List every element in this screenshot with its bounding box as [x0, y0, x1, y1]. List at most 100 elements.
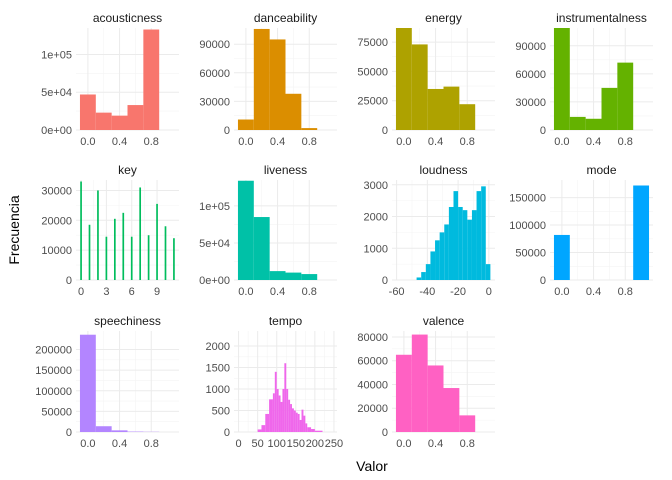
panel-title-liveness: liveness [264, 163, 307, 177]
panel-title-energy: energy [425, 11, 462, 25]
x-tick-label: 0.4 [112, 438, 127, 450]
histogram-bar [79, 334, 96, 432]
histogram-bar [282, 389, 285, 432]
histogram-bar [301, 409, 304, 432]
histogram-bar [459, 104, 476, 130]
histogram-bar [111, 115, 128, 130]
panel-liveness: liveness 0.0 0.4 0.8 0e+00 5e+04 1e+05 [199, 163, 337, 298]
panel-energy: energy 0.0 0.4 0.8 0 25000 50000 75000 [357, 11, 495, 148]
x-tick-label: 0.0 [80, 136, 95, 148]
bars-mode [553, 185, 650, 280]
histogram-bar [293, 410, 296, 432]
bars-acousticness [79, 29, 160, 131]
y-tick-label: 0 [224, 125, 230, 137]
y-tick-label: 0 [382, 125, 388, 137]
y-axis-title: Frecuencia [6, 195, 22, 264]
y-tick-label: 90000 [515, 41, 546, 53]
y-tick-label: 0e+00 [41, 125, 72, 137]
panel-tempo: tempo 0 50 100 150 200 250 0 500 1000 1500 2000 [206, 314, 344, 450]
y-tick-label: 0 [540, 125, 546, 137]
y-tick-label: 500 [212, 406, 230, 418]
y-tick-label: 100000 [509, 220, 546, 232]
y-tick-label: 80000 [357, 332, 388, 344]
histogram-bar [79, 94, 96, 130]
histogram-bar [481, 186, 486, 280]
histogram-bar [113, 218, 116, 280]
histogram-bar [253, 28, 270, 131]
x-tick-label: 0.8 [302, 136, 317, 148]
histogram-bar [269, 39, 286, 130]
y-tick-label: 3000 [364, 180, 388, 192]
histogram-bar [462, 210, 468, 280]
y-tick-label: 60000 [199, 68, 230, 80]
x-tick-label: 0.8 [618, 286, 633, 298]
x-tick-label: 0.0 [396, 136, 411, 148]
x-tick-label: 0.4 [270, 136, 285, 148]
y-tick-label: 50000 [357, 66, 388, 78]
panel-title-speechiness: speechiness [94, 314, 161, 328]
y-tick-label: 150000 [35, 365, 72, 377]
panel-title-acousticness: acousticness [93, 11, 162, 25]
histogram-bar [105, 236, 108, 280]
y-tick-label: 0 [66, 427, 72, 439]
histogram-bar [471, 210, 477, 280]
panel-loudness: loudness -60 -40 -20 0 0 1000 2000 3000 [364, 163, 495, 298]
x-tick-label: 0.0 [554, 286, 569, 298]
histogram-bar [285, 272, 302, 280]
x-tick-label: 0.8 [302, 286, 317, 298]
panel-instrumentalness: instrumentalness 0.0 0.4 0.8 0 30000 60000 9000… [515, 11, 653, 148]
histogram-bar [143, 29, 160, 131]
histogram-bar [290, 404, 292, 432]
histogram-bar [291, 408, 294, 432]
histogram-bar [269, 399, 273, 432]
gridlines-key [76, 180, 179, 281]
histogram-bar [147, 235, 150, 280]
bars-key [80, 181, 175, 280]
x-tick-label: 0.8 [144, 136, 159, 148]
y-tick-label: 0e+00 [199, 275, 230, 287]
histogram-bar [261, 425, 266, 432]
histogram-bar [314, 430, 323, 432]
y-tick-label: 1e+05 [199, 201, 230, 213]
x-tick-label: 250 [325, 438, 343, 450]
y-tick-label: 20000 [41, 215, 72, 227]
panel-title-loudness: loudness [419, 163, 467, 177]
histogram-bar [395, 28, 412, 130]
panel-key: key 0 3 6 9 0 10000 20000 30000 [41, 163, 179, 298]
panel-title-key: key [118, 163, 137, 177]
histogram-bar [601, 87, 618, 130]
x-tick-label: 6 [129, 286, 135, 298]
histogram-bar [156, 203, 158, 280]
histogram-bar [301, 274, 318, 280]
histogram-bar [127, 105, 144, 130]
histogram-bar [416, 277, 422, 280]
y-tick-label: 150000 [509, 193, 546, 205]
histogram-bar [237, 119, 254, 130]
bars-valence [395, 334, 476, 432]
y-tick-label: 50000 [41, 406, 72, 418]
y-tick-label: 1000 [364, 243, 388, 255]
panel-valence: valence 0.0 0.4 0.8 0 20000 40000 60000 80000 [357, 314, 495, 450]
histogram-bar [111, 430, 128, 432]
histogram-bar [307, 427, 312, 432]
histogram-bar [97, 190, 99, 280]
histogram-bar [585, 118, 602, 130]
x-tick-label: 0.4 [586, 286, 601, 298]
x-tick-label: 0 [236, 438, 242, 450]
x-tick-label: 0 [486, 286, 492, 298]
facet-panels: acousticness 0.0 0.4 0.8 0e+00 5e+04 1e+05 danc… [35, 11, 653, 450]
histogram-bar [278, 395, 281, 432]
x-tick-label: 0.4 [270, 286, 285, 298]
y-tick-label: 0 [382, 427, 388, 439]
x-tick-label: 200 [306, 438, 324, 450]
y-tick-label: 25000 [357, 96, 388, 108]
y-tick-label: 30000 [199, 96, 230, 108]
x-tick-label: 150 [287, 438, 305, 450]
histogram-bar [395, 354, 412, 432]
histogram-bar [173, 238, 175, 280]
histogram-bar [458, 206, 463, 280]
x-tick-label: 0.8 [460, 136, 475, 148]
y-tick-label: 10000 [41, 245, 72, 257]
y-tick-label: 60000 [515, 69, 546, 81]
